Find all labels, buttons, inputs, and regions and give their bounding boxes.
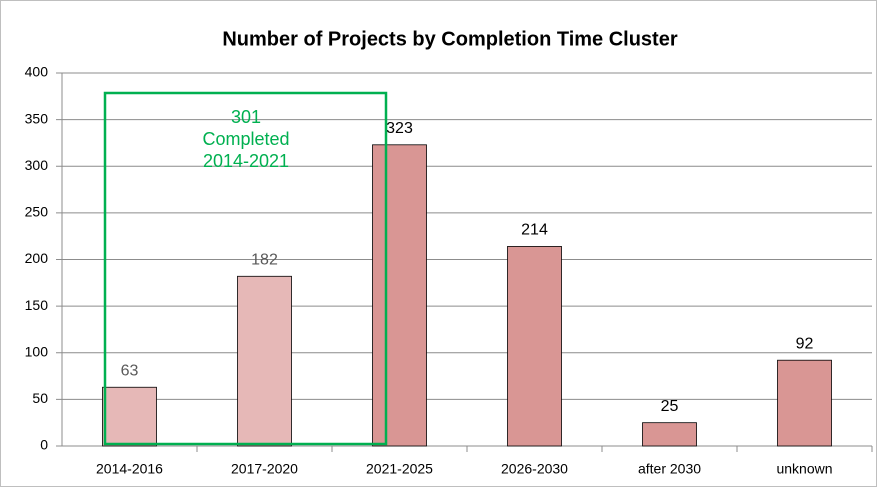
bar	[102, 386, 157, 447]
data-label: 25	[661, 398, 679, 415]
y-tick-label: 0	[40, 437, 48, 453]
y-tick-label: 50	[32, 390, 48, 406]
bar	[777, 359, 832, 447]
data-label: 63	[121, 362, 139, 379]
data-label: 214	[521, 222, 548, 239]
x-tick-label: after 2030	[638, 461, 701, 477]
data-label: 92	[796, 335, 814, 352]
x-tick-label: 2026-2030	[501, 461, 568, 477]
y-tick-label: 300	[25, 157, 49, 173]
annotation-text: 2014-2021	[203, 151, 289, 171]
y-tick-label: 400	[25, 64, 49, 80]
x-tick-label: 2017-2020	[231, 461, 298, 477]
y-tick-label: 200	[25, 250, 49, 266]
y-tick-label: 250	[25, 204, 49, 220]
y-tick-label: 100	[25, 343, 49, 359]
y-tick-label: 350	[25, 110, 49, 126]
x-tick-label: 2021-2025	[366, 461, 433, 477]
chart-title: Number of Projects by Completion Time Cl…	[222, 28, 677, 50]
x-tick-label: 2014-2016	[96, 461, 163, 477]
y-tick-label: 150	[25, 297, 49, 313]
data-label: 323	[386, 120, 413, 137]
annotation-text: Completed	[202, 129, 289, 149]
data-label: 182	[251, 252, 278, 269]
bar	[237, 275, 292, 447]
annotation-box	[103, 91, 388, 446]
bar	[372, 144, 427, 447]
x-tick-label: unknown	[776, 461, 832, 477]
annotation-text: 301	[231, 107, 261, 127]
bar	[642, 422, 697, 447]
bar	[507, 246, 562, 447]
